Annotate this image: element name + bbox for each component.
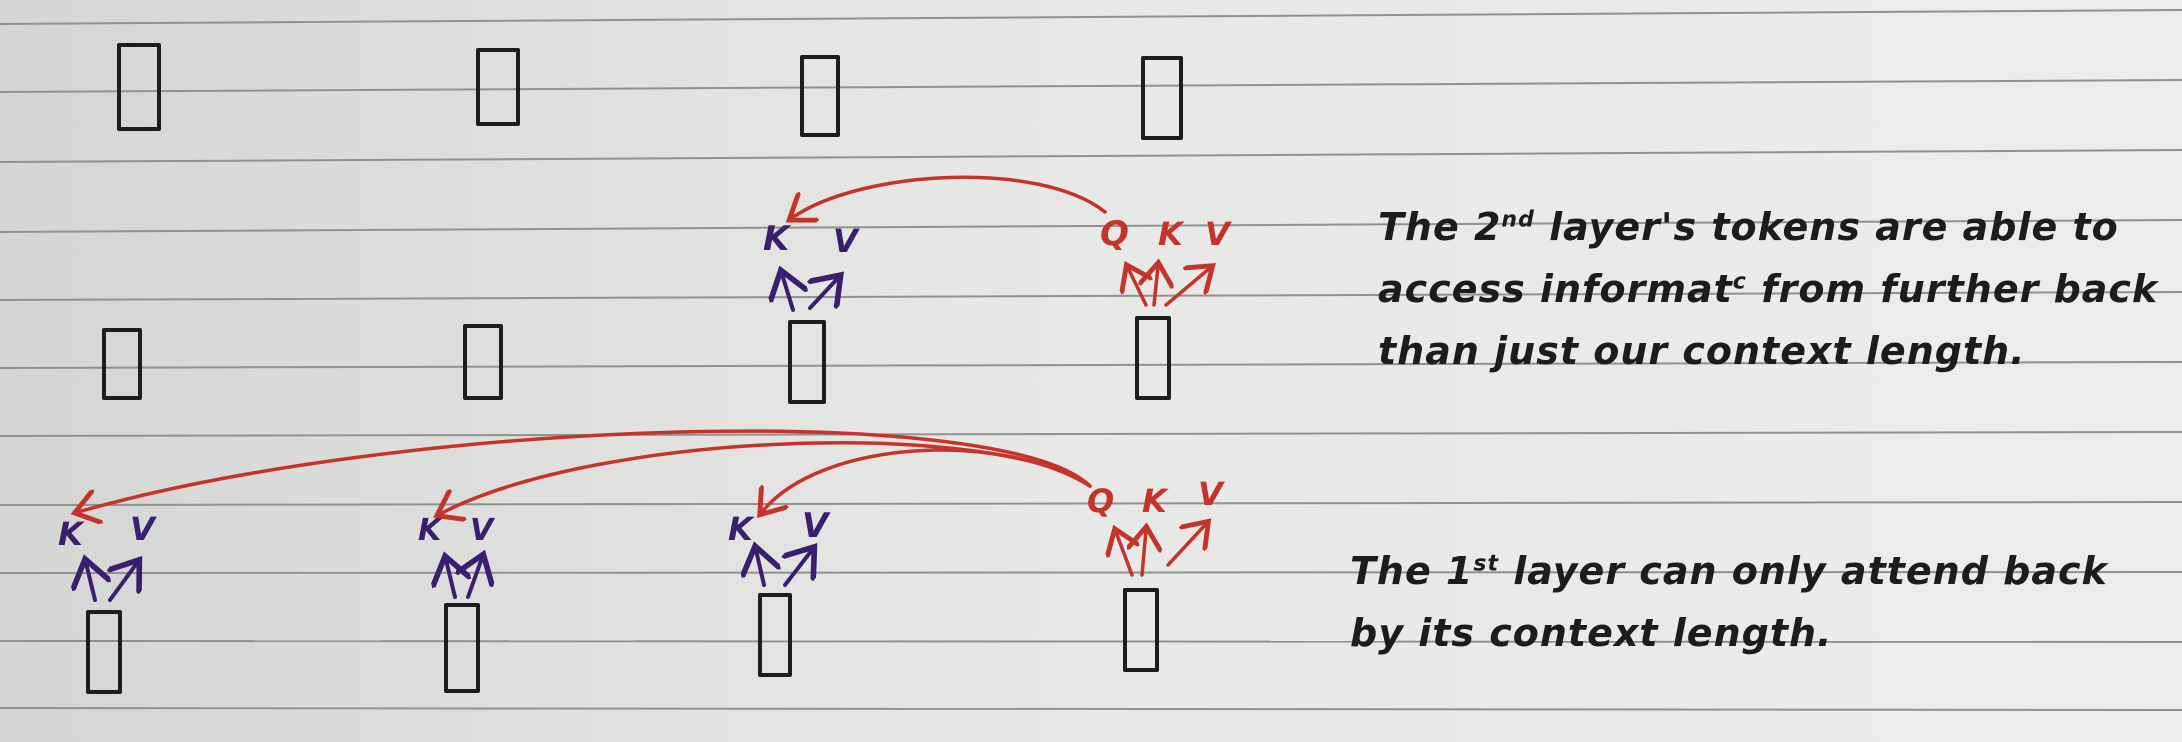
key-arrow [1142, 530, 1146, 577]
layer-1-tokens [86, 588, 1159, 694]
key-arrow [756, 550, 764, 587]
key-arrow [1154, 266, 1158, 307]
token-box [1135, 316, 1171, 400]
key-label: K [418, 513, 444, 548]
value-arrow [468, 558, 482, 599]
token-box [102, 328, 142, 400]
layer-2-text-end: from further back than just our context … [1378, 267, 2159, 373]
layer-1-kv-group-3: K V [728, 506, 831, 587]
layer-1-ordinal: st [1473, 551, 1500, 577]
attention-arrow-1 [78, 429, 1092, 512]
layer-1-text-start: The 1 [1350, 549, 1474, 593]
layer-1-kv-group-2: K V [418, 513, 496, 599]
layer-2-tokens [102, 316, 1171, 404]
value-arrow [1166, 524, 1206, 567]
query-arrow [1128, 268, 1146, 307]
token-box [463, 324, 503, 400]
token-box [758, 593, 792, 677]
key-arrow [446, 560, 455, 599]
attention-arrow [792, 175, 1107, 218]
key-label: K [763, 219, 792, 259]
value-arrow [810, 278, 838, 310]
value-label: V [1198, 475, 1225, 513]
token-box [117, 43, 161, 131]
token-box [1123, 588, 1159, 672]
layer-2-text-middle: layer's tokens are able to access inform… [1378, 205, 2119, 311]
query-label: Q [1100, 214, 1129, 254]
value-arrow [785, 550, 812, 587]
value-label: V [470, 513, 496, 548]
query-label: Q [1087, 482, 1114, 520]
token-box [444, 603, 480, 693]
value-label: V [833, 222, 860, 260]
layer-2-qkv-group: Q K V [792, 175, 1232, 307]
layer-2-text-start: The 2 [1378, 205, 1502, 249]
token-box [788, 320, 826, 404]
layer-1-kv-group-1: K V [58, 510, 157, 602]
value-arrow [110, 563, 137, 602]
layer-2-ordinal: nd [1501, 207, 1535, 233]
key-label: K [728, 510, 755, 548]
token-box [476, 48, 520, 126]
key-label: K [1142, 482, 1169, 520]
key-arrow [782, 274, 793, 312]
token-box [86, 610, 122, 694]
layer-3-tokens [117, 43, 1183, 140]
key-label: K [58, 515, 85, 553]
value-arrow [1164, 268, 1210, 307]
value-label: V [1205, 215, 1232, 253]
token-box [800, 55, 840, 137]
query-arrow [1116, 532, 1132, 577]
attention-arrow-3 [762, 448, 1092, 512]
value-label: V [802, 506, 831, 546]
layer-2-kv-group: K V [763, 219, 860, 312]
value-label: V [130, 510, 157, 548]
key-arrow [86, 563, 95, 602]
layer-2-annotation: The 2nd layer's tokens are able to acces… [1378, 196, 2168, 382]
key-label: K [1158, 215, 1185, 253]
layer-1-qkv-group: Q K V [78, 429, 1225, 577]
layer-1-text-end: layer can only attend back by its contex… [1350, 549, 2108, 655]
layer-2-abbrev: c [1732, 269, 1747, 295]
ruled-lines [0, 9, 2182, 711]
token-box [1141, 56, 1183, 140]
layer-1-annotation: The 1st layer can only attend back by it… [1350, 540, 2140, 664]
